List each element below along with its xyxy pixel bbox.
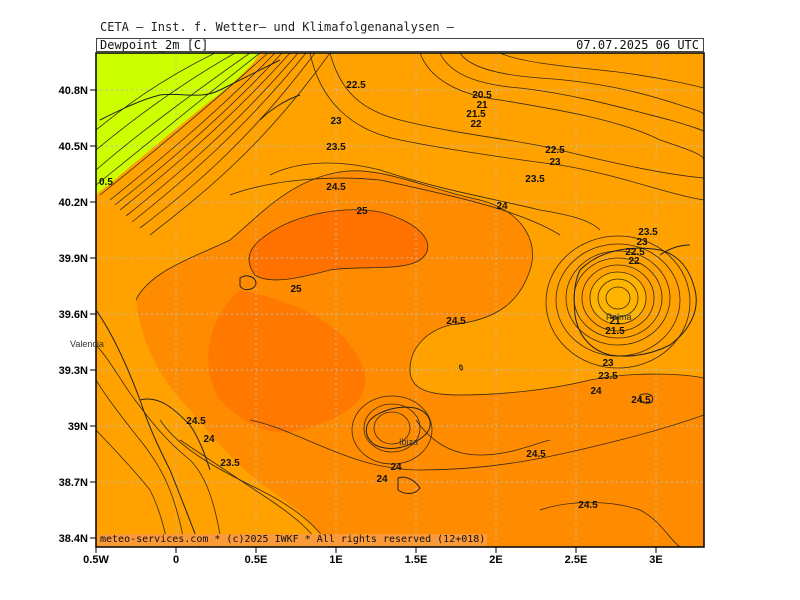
contour-label: 24.5 <box>446 316 466 327</box>
contour-label: 24.5 <box>526 449 546 460</box>
plot-frame <box>95 52 705 548</box>
contour-label: 23 <box>330 116 342 127</box>
contour-label: 23.5 <box>220 458 240 469</box>
contour-label: 21 <box>476 100 488 111</box>
contour-label: 24 <box>376 474 388 485</box>
map-fields <box>96 53 704 547</box>
datetime-label: 07.07.2025 06 UTC <box>576 38 699 52</box>
contour-label: 21.5 <box>605 326 625 337</box>
lon-label: 0.5E <box>245 554 268 566</box>
contour-labels: 22.5 20.5 21 21.5 22 23 23.5 22.5 23 23.… <box>99 80 658 511</box>
contours <box>96 53 704 547</box>
place-palma: Palma <box>606 312 632 322</box>
lat-label: 39.9N <box>59 253 88 265</box>
contour-label: 23.5 <box>598 371 618 382</box>
contour-label: 23 <box>602 358 614 369</box>
contour-label: 24.5 <box>186 416 206 427</box>
field-sw-coast <box>96 420 220 547</box>
contour-label: 23 <box>549 157 561 168</box>
axis-ticks <box>90 89 657 553</box>
contour-label: 23.5 <box>525 174 545 185</box>
contour-label: 22 <box>470 119 482 130</box>
lat-label: 39.3N <box>59 365 88 377</box>
contour-label: 0.5 <box>99 177 113 188</box>
contour-label: 23.5 <box>326 142 346 153</box>
contour-label: 21 <box>609 316 621 327</box>
lon-label: 1E <box>329 554 342 566</box>
place-names: Valencia Ibiza Palma <box>70 312 632 447</box>
contour-label: 22.5 <box>545 145 565 156</box>
lat-label: 39N <box>68 421 88 433</box>
lon-label: 2.5E <box>565 554 588 566</box>
contour-label: 22.5 <box>625 247 645 258</box>
contour-label: 23 <box>636 237 648 248</box>
title-bar: Dewpoint_2m [C] 07.07.2025 06 UTC <box>96 38 704 52</box>
place-valencia: Valencia <box>70 339 104 349</box>
lon-labels: 0.5W 0 0.5E 1E 1.5E 2E 2.5E 3E <box>83 554 663 566</box>
lat-label: 40.8N <box>59 85 88 97</box>
contour-label: 25 <box>290 284 302 295</box>
contour-label: 24.5 <box>578 500 598 511</box>
contour-label: 25 <box>356 206 368 217</box>
lon-label: 1.5E <box>405 554 428 566</box>
grid <box>96 53 704 547</box>
contour-label: 22.5 <box>346 80 366 91</box>
lat-label: 40.5N <box>59 141 88 153</box>
contour-label: 22 <box>628 256 640 267</box>
field-25-core <box>248 209 428 280</box>
field-25-core-2 <box>208 290 366 433</box>
lat-label: 38.4N <box>59 533 88 545</box>
lon-label: 2E <box>489 554 502 566</box>
contour-label: 24.5 <box>326 182 346 193</box>
field-land-dry <box>96 53 260 195</box>
variable-label: Dewpoint_2m [C] <box>100 38 209 52</box>
contour-label: 20.5 <box>472 90 492 101</box>
contour-label: 23.5 <box>638 227 658 238</box>
coastline <box>96 59 697 547</box>
contour-label: 24.5 <box>631 395 651 406</box>
place-ibiza: Ibiza <box>399 437 418 447</box>
contour-label: 21.5 <box>466 109 486 120</box>
lon-label: 0 <box>173 554 179 566</box>
field-mallorca-core <box>590 272 646 324</box>
lat-label: 38.7N <box>59 477 88 489</box>
lon-label: 3E <box>649 554 662 566</box>
institute-header: CETA — Inst. f. Wetter— und Klimafolgena… <box>100 20 455 34</box>
lat-label: 40.2N <box>59 197 88 209</box>
lat-label: 39.6N <box>59 309 88 321</box>
contour-label: 24 <box>203 434 215 445</box>
lon-label: 0.5W <box>83 554 109 566</box>
contour-label: 24 <box>390 462 402 473</box>
contour-label: 24 <box>590 386 602 397</box>
contour-label: 24 <box>496 201 508 212</box>
copyright-footer: meteo-services.com * (c)2025 IWKF * All … <box>98 534 488 546</box>
lat-labels: 40.8N 40.5N 40.2N 39.9N 39.6N 39.3N 39N … <box>59 85 88 545</box>
